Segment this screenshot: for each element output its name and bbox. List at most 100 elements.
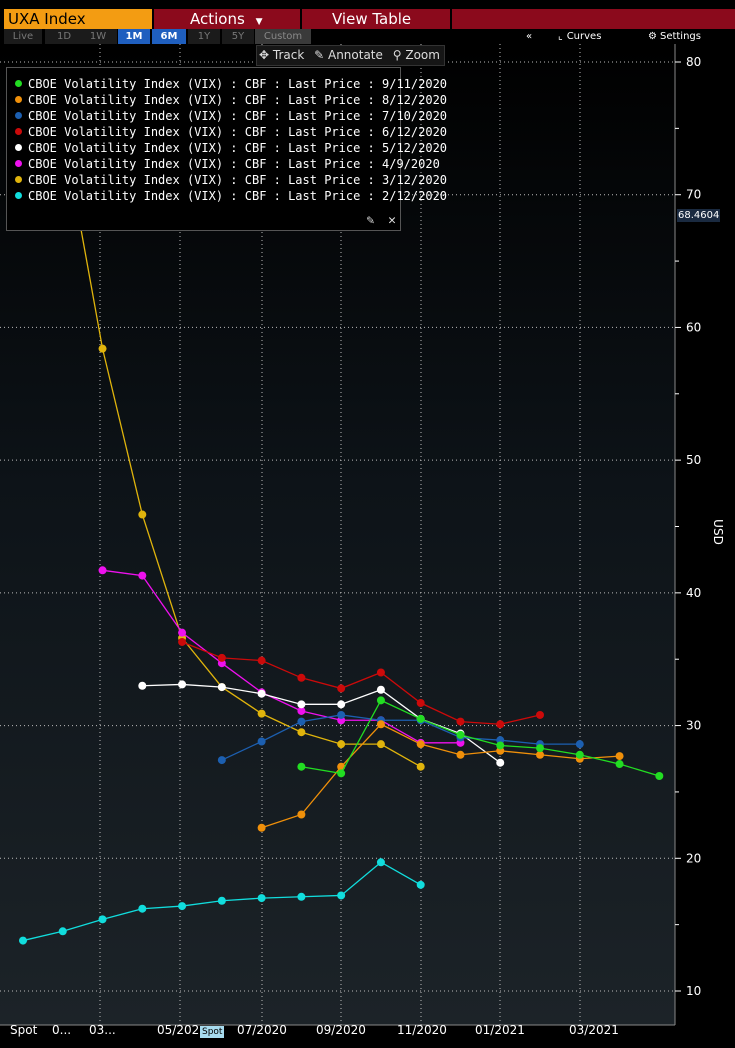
security-title[interactable]: UXA Index xyxy=(4,9,152,29)
series-line xyxy=(261,723,620,829)
data-point xyxy=(217,756,226,765)
data-point xyxy=(138,681,147,690)
range-live-button[interactable]: Live xyxy=(4,29,42,44)
series-line xyxy=(181,641,541,725)
data-point xyxy=(337,891,346,900)
data-point xyxy=(416,880,425,889)
pin-icon[interactable]: ✎ xyxy=(366,213,375,228)
annotate-tool[interactable]: ✎ Annotate xyxy=(312,46,387,65)
legend-entry[interactable]: CBOE Volatility Index (VIX) : CBF : Last… xyxy=(15,172,447,188)
data-point xyxy=(416,762,425,771)
data-point xyxy=(178,628,187,637)
y-tick-label: 30 xyxy=(686,719,701,733)
annotate-label: Annotate xyxy=(327,48,383,62)
settings-button[interactable]: ⚙ Settings xyxy=(648,29,701,44)
legend-marker xyxy=(15,176,22,183)
data-point xyxy=(297,810,306,819)
data-point xyxy=(138,510,147,519)
range-1m-button[interactable]: 1M xyxy=(118,29,150,44)
legend-entry[interactable]: CBOE Volatility Index (VIX) : CBF : Last… xyxy=(15,156,440,172)
collapse-button[interactable]: « xyxy=(526,31,533,42)
data-point xyxy=(337,710,346,719)
track-tool[interactable]: ✥ Track xyxy=(257,46,308,65)
range-1d-button[interactable]: 1D xyxy=(45,29,83,44)
data-point xyxy=(376,696,385,705)
data-point xyxy=(98,566,107,575)
data-point xyxy=(496,758,505,767)
series-line xyxy=(301,699,660,777)
curves-button[interactable]: ⌞ Curves xyxy=(558,29,601,44)
data-point xyxy=(138,571,147,580)
x-tick-label: 01/2021 xyxy=(475,1023,525,1037)
data-point xyxy=(178,637,187,646)
range-5y-button[interactable]: 5Y xyxy=(222,29,254,44)
x-tick-label: 09/2020 xyxy=(316,1023,366,1037)
legend-marker xyxy=(15,144,22,151)
data-point xyxy=(297,673,306,682)
y-tick-label: 80 xyxy=(686,55,701,69)
data-point xyxy=(297,762,306,771)
legend-marker xyxy=(15,128,22,135)
data-point xyxy=(297,728,306,737)
data-point xyxy=(416,699,425,708)
last-price-badge: 68.4604 xyxy=(677,209,721,222)
range-6m-button[interactable]: 6M xyxy=(152,29,186,44)
legend-entry[interactable]: CBOE Volatility Index (VIX) : CBF : Last… xyxy=(15,140,447,156)
curves-label: Curves xyxy=(566,31,602,42)
legend-entry[interactable]: CBOE Volatility Index (VIX) : CBF : Last… xyxy=(15,108,447,124)
data-point xyxy=(575,740,584,749)
range-custom-button[interactable]: Custom xyxy=(255,29,311,44)
zoom-tool[interactable]: ⚲ Zoom xyxy=(391,46,444,65)
gear-icon: ⚙ xyxy=(648,31,657,42)
data-point xyxy=(257,709,266,718)
legend-label: CBOE Volatility Index (VIX) : CBF : Last… xyxy=(28,77,448,91)
view-table-button[interactable]: View Table xyxy=(302,9,450,29)
legend-marker xyxy=(15,192,22,199)
legend-label: CBOE Volatility Index (VIX) : CBF : Last… xyxy=(28,173,448,187)
x-tick-label: Spot xyxy=(10,1023,38,1037)
y-tick-label: 10 xyxy=(686,984,701,998)
data-point xyxy=(19,936,27,945)
legend-label: CBOE Volatility Index (VIX) : CBF : Last… xyxy=(28,141,448,155)
series-line xyxy=(62,128,422,768)
legend: CBOE Volatility Index (VIX) : CBF : Last… xyxy=(6,67,447,231)
y-axis-label: USD xyxy=(710,519,725,545)
legend-entry[interactable]: CBOE Volatility Index (VIX) : CBF : Last… xyxy=(15,92,447,108)
data-point xyxy=(536,744,545,753)
legend-marker xyxy=(15,160,22,167)
series-group xyxy=(19,124,664,945)
data-point xyxy=(217,653,226,662)
actions-button[interactable]: Actions ▼ xyxy=(154,9,300,29)
data-point xyxy=(536,710,545,719)
data-point xyxy=(297,717,306,726)
y-tick-label: 60 xyxy=(686,320,701,334)
range-1y-button[interactable]: 1Y xyxy=(188,29,220,44)
legend-entry[interactable]: CBOE Volatility Index (VIX) : CBF : Last… xyxy=(15,76,447,92)
legend-entry[interactable]: CBOE Volatility Index (VIX) : CBF : Last… xyxy=(15,188,447,204)
actions-label: Actions xyxy=(190,10,245,28)
data-point xyxy=(376,668,385,677)
data-point xyxy=(257,737,266,746)
x-tick-label: 03... xyxy=(89,1023,116,1037)
legend-marker xyxy=(15,80,22,87)
data-point xyxy=(337,740,346,749)
toolbar-filler xyxy=(452,9,735,29)
data-point xyxy=(58,927,67,936)
series-line xyxy=(102,569,461,744)
data-point xyxy=(297,706,306,715)
data-point xyxy=(376,858,385,867)
legend-entry[interactable]: CBOE Volatility Index (VIX) : CBF : Last… xyxy=(15,124,447,140)
range-1w-button[interactable]: 1W xyxy=(79,29,117,44)
close-icon[interactable]: ✕ xyxy=(388,213,396,228)
data-point xyxy=(297,892,306,901)
legend-label: CBOE Volatility Index (VIX) : CBF : Last… xyxy=(28,109,448,123)
crosshair-icon: ✥ xyxy=(259,48,273,62)
data-point xyxy=(297,700,306,709)
data-point xyxy=(98,344,107,353)
data-point xyxy=(615,752,624,761)
data-point xyxy=(536,750,545,759)
y-tick-label: 20 xyxy=(686,851,701,865)
data-point xyxy=(337,769,346,778)
y-axis: 10 20 30 40 50 60 70 80 xyxy=(674,44,701,1025)
legend-marker xyxy=(15,112,22,119)
